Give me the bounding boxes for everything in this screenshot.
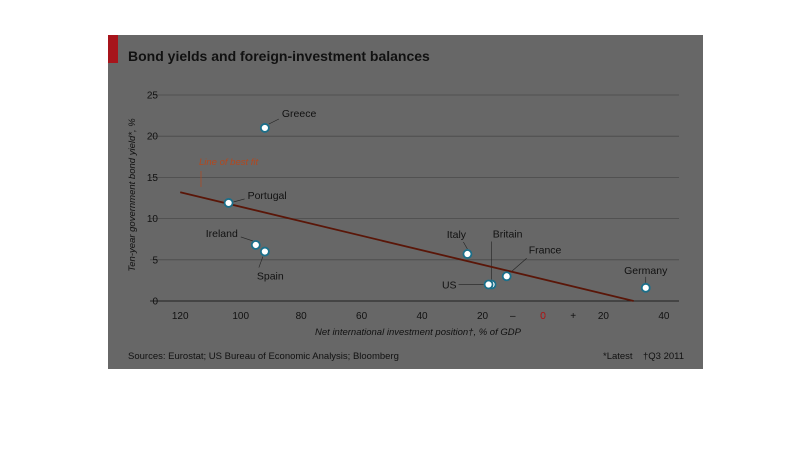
x-axis-label: Net international investment position†, … [315, 327, 522, 338]
x-tick-6: 0 [540, 311, 546, 322]
x-tick-labels: 120 100 80 60 40 20 0 20 40 [172, 311, 670, 322]
label-germany: Germany [624, 265, 668, 277]
y-tick-25: 25 [147, 91, 159, 102]
point-greece [259, 123, 270, 133]
x-tick-3: 60 [356, 311, 368, 322]
label-ireland: Ireland [206, 228, 238, 240]
y-tick-20: 20 [147, 132, 159, 143]
label-britain: Britain [493, 229, 523, 241]
label-greece: Greece [282, 108, 317, 120]
x-tick-0: 120 [172, 311, 189, 322]
leader-italy [463, 241, 468, 250]
sign-minus: – [510, 311, 516, 322]
point-germany [640, 282, 651, 293]
x-tick-4: 40 [416, 311, 428, 322]
point-france [501, 271, 512, 282]
footnote-latest: *Latest [603, 351, 633, 362]
sources-note: Sources: Eurostat; US Bureau of Economic… [128, 351, 399, 362]
axis-signs: – 0 + [510, 311, 576, 322]
fit-line [180, 191, 634, 302]
y-axis-label: Ten-year government bond yield*, % [127, 118, 138, 272]
chart-title: Bond yields and foreign-investment balan… [128, 48, 430, 64]
red-tab [108, 35, 118, 63]
chart-card: Bond yields and foreign-investment balan… [108, 35, 703, 369]
x-tick-1: 100 [232, 311, 249, 322]
y-tick-5: 5 [152, 255, 158, 266]
label-spain: Spain [257, 271, 284, 283]
scatter-plot: 0 5 10 15 20 25 120 100 80 60 40 20 0 20 40 – 0 + Lin… [127, 91, 679, 338]
y-tick-labels: 0 5 10 15 20 25 [147, 91, 159, 308]
label-italy: Italy [447, 229, 467, 241]
gridlines [150, 94, 679, 302]
y-tick-0: 0 [152, 297, 158, 308]
x-tick-5: 20 [477, 311, 489, 322]
sign-plus: + [570, 311, 576, 322]
y-tick-15: 15 [147, 173, 159, 184]
label-leaders [233, 118, 647, 285]
point-spain [259, 246, 270, 257]
point-portugal [223, 198, 234, 208]
leader-greece [268, 118, 280, 125]
leader-spain [258, 256, 264, 268]
leader-france [510, 258, 527, 273]
label-portugal: Portugal [248, 190, 287, 202]
footnote-q3: †Q3 2011 [643, 351, 685, 362]
y-tick-10: 10 [147, 214, 159, 225]
point-us [483, 279, 494, 290]
data-points [223, 123, 651, 293]
leader-ireland [240, 236, 253, 242]
point-ireland [250, 240, 261, 250]
x-tick-8: 40 [658, 311, 670, 322]
leader-portugal [233, 198, 245, 203]
x-tick-7: 20 [598, 311, 610, 322]
point-labels: Greece Portugal Ireland Spain Italy Britain US… [206, 108, 668, 292]
fit-line-label: Line of best fit [199, 157, 259, 168]
sign-zero: 0 [540, 311, 546, 322]
point-italy [462, 249, 473, 259]
label-us: US [442, 280, 457, 292]
label-france: France [529, 244, 562, 256]
x-tick-2: 80 [296, 311, 308, 322]
